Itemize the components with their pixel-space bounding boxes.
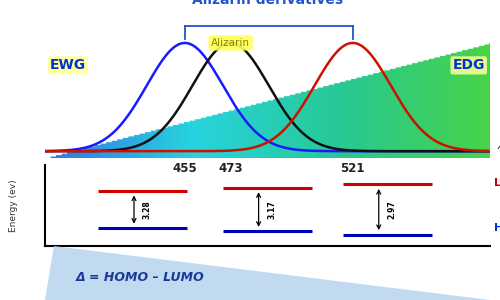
Text: 473: 473 <box>218 162 243 175</box>
Text: Alizarin derivatives: Alizarin derivatives <box>192 0 343 7</box>
Text: 3.17: 3.17 <box>268 200 276 219</box>
Text: EDG: EDG <box>452 58 485 72</box>
Text: Alizarin: Alizarin <box>211 38 250 48</box>
Text: HOMO: HOMO <box>494 223 500 233</box>
Text: EWG: EWG <box>50 58 86 72</box>
Polygon shape <box>45 246 490 300</box>
Text: 2.97: 2.97 <box>388 200 396 219</box>
Text: LUMO: LUMO <box>494 178 500 188</box>
Text: 521: 521 <box>340 162 365 175</box>
Text: Energy (ev): Energy (ev) <box>10 179 18 232</box>
Text: λ (nm): λ (nm) <box>498 141 500 151</box>
Text: Δ = HOMO – LUMO: Δ = HOMO – LUMO <box>76 271 205 284</box>
Text: 455: 455 <box>172 162 197 175</box>
Text: 3.28: 3.28 <box>143 200 152 219</box>
